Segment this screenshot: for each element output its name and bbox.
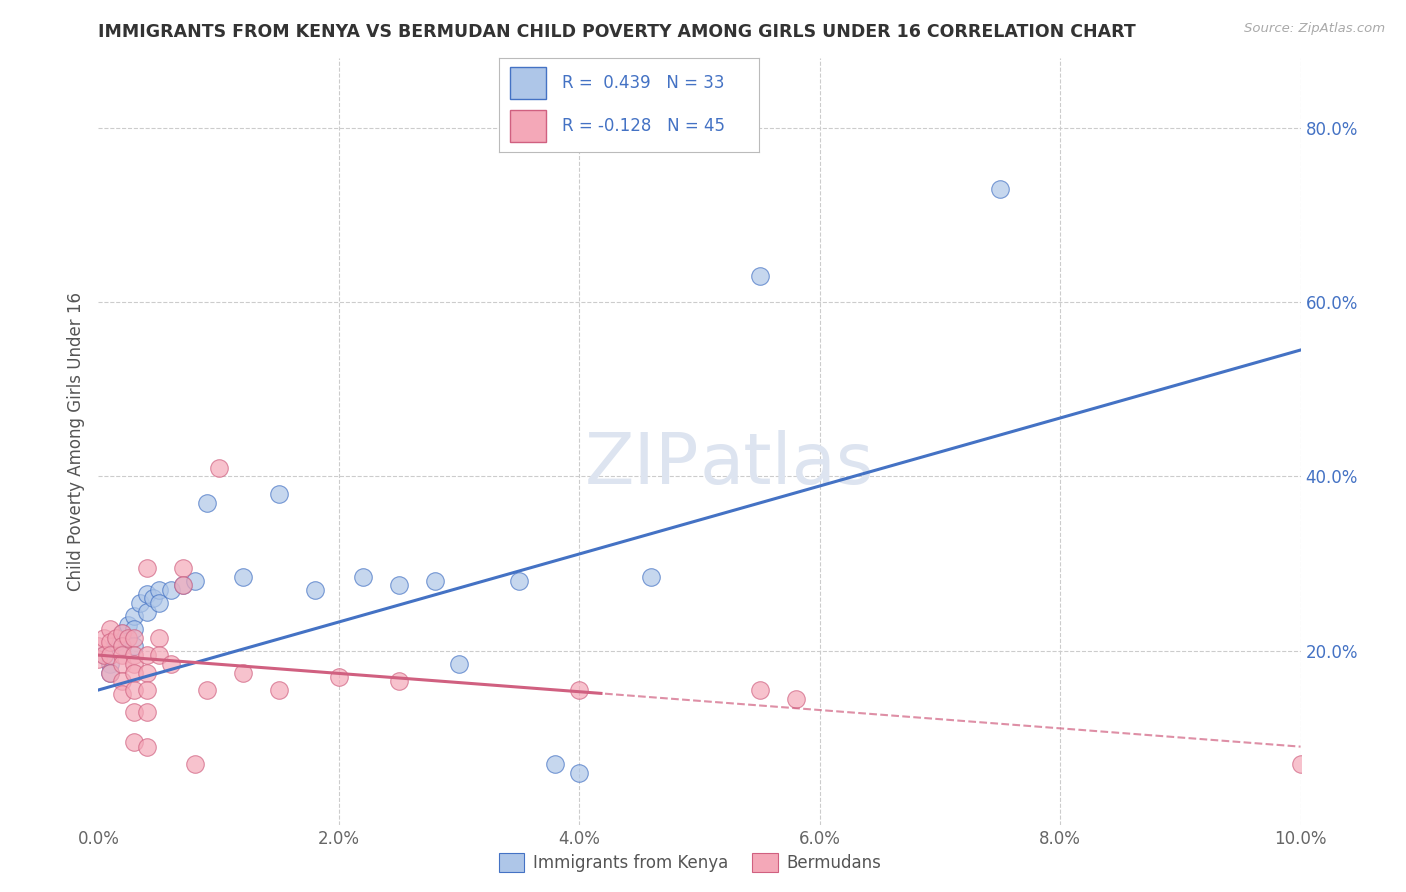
Point xyxy=(135,683,157,698)
Point xyxy=(124,683,146,698)
Point xyxy=(124,657,146,671)
Point xyxy=(423,574,446,588)
Point xyxy=(135,561,157,575)
Point xyxy=(124,735,146,749)
Point xyxy=(304,582,326,597)
Point xyxy=(148,648,170,662)
Point xyxy=(100,657,122,671)
Point xyxy=(388,674,411,689)
Point xyxy=(87,652,110,666)
Point xyxy=(159,582,181,597)
Point xyxy=(135,739,157,754)
Point xyxy=(124,631,146,645)
Point xyxy=(148,582,170,597)
Point xyxy=(100,622,122,636)
Point xyxy=(141,591,163,606)
Point xyxy=(100,635,122,649)
Point xyxy=(111,657,134,671)
Point xyxy=(195,495,218,509)
Point xyxy=(640,569,662,583)
Point xyxy=(124,622,146,636)
Point xyxy=(117,617,139,632)
Bar xyxy=(509,111,546,142)
Point xyxy=(124,608,146,623)
Point xyxy=(328,670,350,684)
Text: IMMIGRANTS FROM KENYA VS BERMUDAN CHILD POVERTY AMONG GIRLS UNDER 16 CORRELATION: IMMIGRANTS FROM KENYA VS BERMUDAN CHILD … xyxy=(98,23,1136,41)
Point xyxy=(111,626,134,640)
Point xyxy=(135,705,157,719)
Point xyxy=(135,587,157,601)
Point xyxy=(117,631,139,645)
Point xyxy=(124,640,146,654)
Point xyxy=(172,561,194,575)
Point xyxy=(148,596,170,610)
Point xyxy=(100,665,122,680)
Text: atlas: atlas xyxy=(699,430,875,499)
Point xyxy=(124,705,146,719)
Point xyxy=(111,626,134,640)
Point xyxy=(748,268,770,283)
Point xyxy=(172,578,194,592)
Point xyxy=(388,578,411,592)
Point xyxy=(183,574,205,588)
Point xyxy=(93,648,115,662)
Point xyxy=(447,657,470,671)
Point xyxy=(124,665,146,680)
Point xyxy=(183,757,205,772)
Text: Source: ZipAtlas.com: Source: ZipAtlas.com xyxy=(1244,22,1385,36)
Point xyxy=(93,631,115,645)
Point xyxy=(159,657,181,671)
Point xyxy=(135,605,157,619)
Point xyxy=(508,574,530,588)
Point xyxy=(267,487,290,501)
Text: R =  0.439   N = 33: R = 0.439 N = 33 xyxy=(561,74,724,92)
Point xyxy=(87,640,110,654)
Point xyxy=(988,182,1011,196)
Point xyxy=(111,674,134,689)
Text: ZIP: ZIP xyxy=(585,430,699,499)
Point xyxy=(232,665,254,680)
Point xyxy=(135,665,157,680)
Point xyxy=(1289,757,1312,772)
Point xyxy=(100,648,122,662)
Point xyxy=(100,665,122,680)
Point xyxy=(124,648,146,662)
Text: R = -0.128   N = 45: R = -0.128 N = 45 xyxy=(561,118,724,136)
Point xyxy=(568,683,591,698)
Point xyxy=(568,765,591,780)
Point xyxy=(111,640,134,654)
Text: Bermudans: Bermudans xyxy=(786,854,880,871)
Y-axis label: Child Poverty Among Girls Under 16: Child Poverty Among Girls Under 16 xyxy=(66,292,84,591)
Point xyxy=(172,578,194,592)
Point xyxy=(93,648,115,662)
Point xyxy=(352,569,374,583)
Point xyxy=(148,631,170,645)
Point xyxy=(105,631,128,645)
Point xyxy=(129,596,152,610)
Point xyxy=(748,683,770,698)
Point xyxy=(232,569,254,583)
Point xyxy=(208,460,231,475)
Point xyxy=(105,635,128,649)
Point xyxy=(195,683,218,698)
Point xyxy=(135,648,157,662)
Point xyxy=(111,648,134,662)
Point xyxy=(267,683,290,698)
Bar xyxy=(509,67,546,99)
Point xyxy=(544,757,567,772)
Point xyxy=(111,687,134,701)
Point xyxy=(785,691,807,706)
Point xyxy=(111,640,134,654)
Text: Immigrants from Kenya: Immigrants from Kenya xyxy=(533,854,728,871)
